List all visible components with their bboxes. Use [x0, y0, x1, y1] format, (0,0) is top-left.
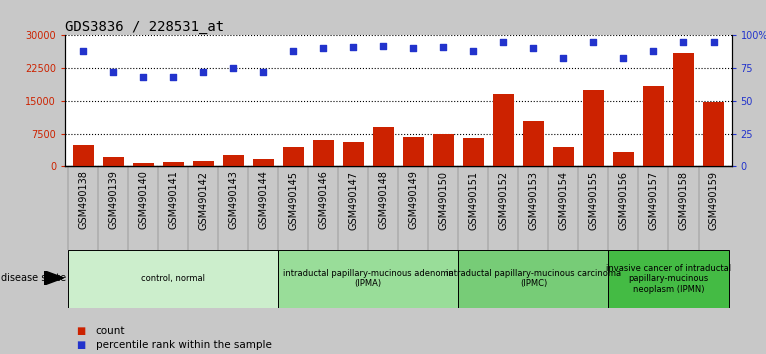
Point — [347, 44, 359, 50]
Bar — [583, 90, 604, 166]
Text: GSM490159: GSM490159 — [709, 171, 719, 229]
Point — [107, 69, 119, 75]
Bar — [613, 153, 634, 166]
Point — [467, 48, 480, 54]
Bar — [608, 250, 728, 308]
Text: GSM490142: GSM490142 — [198, 171, 208, 229]
Text: GSM490151: GSM490151 — [468, 171, 479, 229]
Polygon shape — [44, 271, 64, 285]
Point — [227, 65, 239, 71]
Point — [257, 69, 270, 75]
Point — [197, 69, 209, 75]
Text: GSM490138: GSM490138 — [78, 171, 88, 229]
Text: GSM490149: GSM490149 — [408, 171, 418, 229]
Point — [77, 48, 90, 54]
Bar — [193, 161, 214, 166]
Text: GSM490141: GSM490141 — [169, 171, 178, 229]
Point — [317, 46, 329, 51]
Text: GSM490148: GSM490148 — [378, 171, 388, 229]
Text: GSM490158: GSM490158 — [679, 171, 689, 229]
Point — [377, 43, 389, 49]
Bar — [643, 86, 664, 166]
Text: GSM490144: GSM490144 — [258, 171, 268, 229]
Bar — [162, 161, 184, 166]
Bar — [673, 53, 694, 166]
Bar — [433, 133, 453, 166]
Point — [588, 39, 600, 45]
Text: GSM490157: GSM490157 — [649, 171, 659, 230]
Bar — [283, 147, 304, 166]
Text: GSM490153: GSM490153 — [529, 171, 538, 229]
Text: GSM490152: GSM490152 — [499, 171, 509, 230]
Bar — [463, 138, 484, 166]
Text: ■: ■ — [77, 326, 86, 336]
Text: GSM490147: GSM490147 — [349, 171, 358, 229]
Bar — [373, 127, 394, 166]
Text: intraductal papillary-mucinous adenoma
(IPMA): intraductal papillary-mucinous adenoma (… — [283, 269, 453, 289]
Point — [617, 55, 630, 61]
Text: GSM490155: GSM490155 — [588, 171, 598, 230]
Bar — [133, 163, 154, 166]
Point — [497, 39, 509, 45]
Point — [137, 74, 149, 80]
Bar — [278, 250, 458, 308]
Bar — [68, 250, 278, 308]
Text: GSM490139: GSM490139 — [108, 171, 118, 229]
Point — [167, 74, 179, 80]
Point — [558, 55, 570, 61]
Point — [408, 46, 420, 51]
Bar — [223, 155, 244, 166]
Bar — [523, 120, 544, 166]
Point — [647, 48, 660, 54]
Point — [707, 39, 719, 45]
Bar — [458, 250, 608, 308]
Text: invasive cancer of intraductal
papillary-mucinous
neoplasm (IPMN): invasive cancer of intraductal papillary… — [606, 264, 731, 294]
Text: disease state: disease state — [1, 273, 66, 283]
Text: GSM490140: GSM490140 — [138, 171, 148, 229]
Text: control, normal: control, normal — [141, 274, 205, 283]
Bar — [253, 159, 273, 166]
Text: GSM490143: GSM490143 — [228, 171, 238, 229]
Bar — [553, 147, 574, 166]
Text: GSM490146: GSM490146 — [318, 171, 329, 229]
Text: GSM490154: GSM490154 — [558, 171, 568, 229]
Bar — [342, 142, 364, 166]
Point — [677, 39, 689, 45]
Point — [437, 44, 450, 50]
Text: count: count — [96, 326, 126, 336]
Text: GDS3836 / 228531_at: GDS3836 / 228531_at — [65, 21, 224, 34]
Text: GSM490145: GSM490145 — [288, 171, 298, 229]
Text: GSM490156: GSM490156 — [618, 171, 628, 229]
Bar — [313, 140, 334, 166]
Text: GSM490150: GSM490150 — [438, 171, 448, 229]
Bar — [703, 102, 724, 166]
Bar — [493, 95, 514, 166]
Point — [527, 46, 539, 51]
Text: ■: ■ — [77, 340, 86, 350]
Bar — [73, 144, 93, 166]
Point — [287, 48, 300, 54]
Bar — [403, 137, 424, 166]
Text: intraductal papillary-mucinous carcinoma
(IPMC): intraductal papillary-mucinous carcinoma… — [446, 269, 621, 289]
Bar — [103, 157, 123, 166]
Text: percentile rank within the sample: percentile rank within the sample — [96, 340, 272, 350]
